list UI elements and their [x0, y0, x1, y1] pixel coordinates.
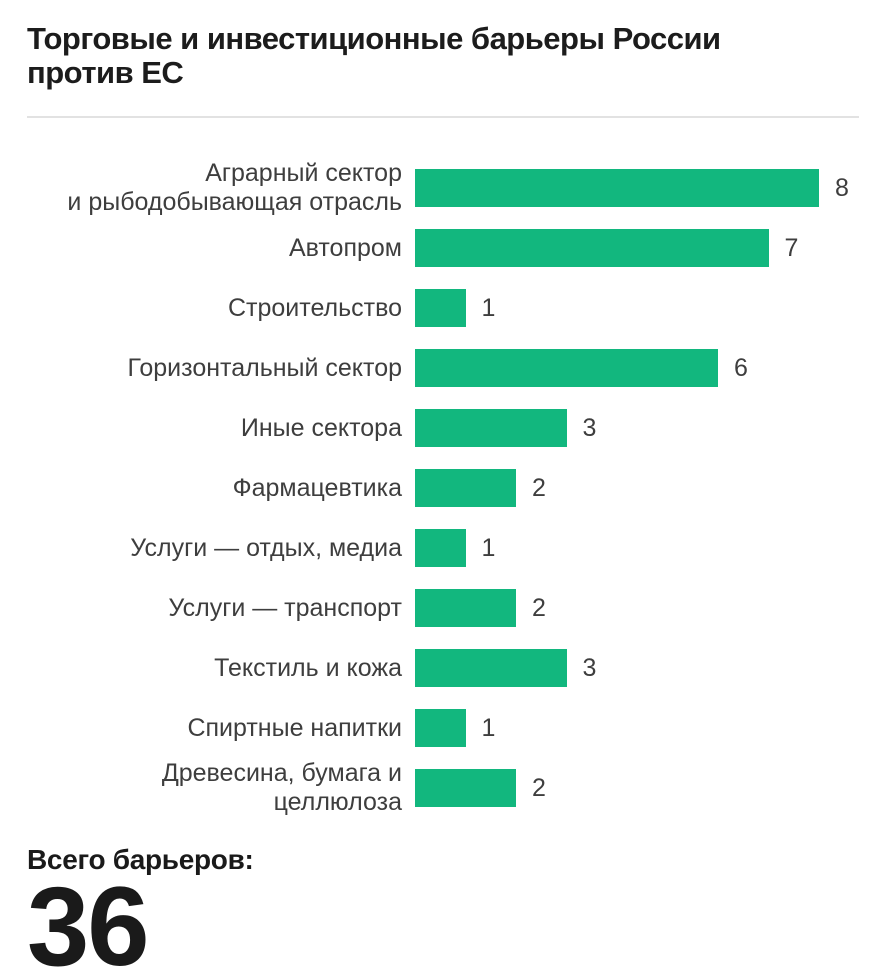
bar-row: Текстиль и кожа 3	[27, 638, 859, 698]
bar-label: Текстиль и кожа	[214, 653, 402, 682]
bar-label: Автопром	[288, 233, 402, 262]
bar	[415, 469, 516, 507]
bar-row: Аграрный сектор и рыбодобывающая отрасль…	[27, 158, 859, 218]
bar-value: 8	[835, 173, 849, 202]
bar-value: 3	[582, 653, 597, 682]
bar-label: Иные сектора	[240, 413, 402, 442]
bar	[415, 709, 466, 747]
bar-value: 1	[481, 713, 496, 742]
bar-value: 2	[532, 473, 546, 502]
bar-label: Фармацевтика	[232, 473, 402, 502]
bar-row: Иные сектора 3	[27, 398, 859, 458]
bar	[415, 769, 516, 807]
bar-track: 1	[415, 289, 495, 327]
bar	[415, 169, 819, 207]
bar-track: 2	[415, 469, 546, 507]
bar-row: Автопром 7	[27, 218, 859, 278]
bar-row: Древесина, бумага и целлюлоза 2	[27, 758, 859, 818]
bar-value: 7	[784, 233, 799, 262]
bar-row: Услуги — отдых, медиа 1	[27, 518, 859, 578]
bar-value: 3	[582, 413, 597, 442]
bar	[415, 589, 516, 627]
bar-value: 1	[481, 533, 496, 562]
chart-title: Торговые и инвестиционные барьеры России…	[27, 21, 721, 90]
total-block: Всего барьеров: 36	[27, 845, 859, 970]
bar-track: 1	[415, 529, 495, 567]
bar-value: 2	[532, 593, 546, 622]
bar-label: Услуги — отдых, медиа	[130, 533, 402, 562]
bar-track: 1	[415, 709, 495, 747]
bar	[415, 349, 718, 387]
bar-track: 2	[415, 589, 546, 627]
bar	[415, 529, 466, 567]
bar	[415, 229, 769, 267]
bar-label: Строительство	[228, 293, 402, 322]
bar-label: Горизонтальный сектор	[127, 353, 403, 382]
bar-track: 2	[415, 769, 546, 807]
bar	[415, 409, 567, 447]
bar-track: 7	[415, 229, 798, 267]
bar-value: 1	[481, 293, 496, 322]
bar	[415, 289, 466, 327]
bar-label: Услуги — транспорт	[168, 593, 402, 622]
bar-value: 2	[532, 773, 546, 802]
bar-row: Фармацевтика 2	[27, 458, 859, 518]
bar-track: 6	[415, 349, 748, 387]
title-divider	[27, 116, 859, 118]
bar-track: 8	[415, 169, 849, 207]
bar-track: 3	[415, 649, 596, 687]
bar-row: Услуги — транспорт 2	[27, 578, 859, 638]
total-label: Всего барьеров:	[27, 844, 254, 875]
bar-chart: Аграрный сектор и рыбодобывающая отрасль…	[27, 158, 859, 818]
bar-row: Горизонтальный сектор 6	[27, 338, 859, 398]
bar-value: 6	[734, 353, 748, 382]
total-value: 36	[27, 864, 150, 970]
bar-row: Спиртные напитки 1	[27, 698, 859, 758]
bar-label: Аграрный сектор и рыбодобывающая отрасль	[67, 159, 402, 216]
bar-label: Спиртные напитки	[187, 713, 402, 742]
bar-track: 3	[415, 409, 596, 447]
bar-label: Древесина, бумага и целлюлоза	[161, 759, 402, 816]
bar	[415, 649, 567, 687]
bar-row: Строительство 1	[27, 278, 859, 338]
